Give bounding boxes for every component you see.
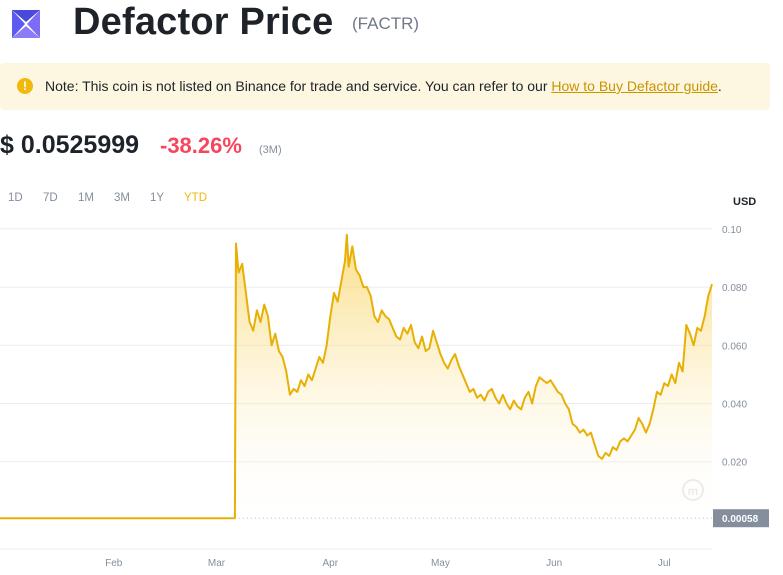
y-tick-label: 0.10 (722, 225, 742, 236)
svg-text:m: m (688, 484, 699, 498)
x-tick-label: Apr (323, 558, 339, 569)
x-tick-label: Mar (208, 558, 226, 569)
notice-text: Note: This coin is not listed on Binance… (45, 78, 722, 94)
range-1y-button[interactable]: 1Y (150, 192, 165, 204)
x-tick-label: May (431, 558, 450, 569)
current-price-tag-label: 0.00058 (722, 514, 759, 525)
current-price: $ 0.0525999 (0, 131, 140, 159)
coin-symbol: (FACTR) (352, 14, 420, 33)
header: Defactor Price (FACTR) (0, 0, 783, 56)
range-1m-button[interactable]: 1M (78, 192, 94, 204)
currency-unit: USD (733, 196, 757, 208)
y-tick-label: 0.080 (722, 283, 747, 294)
price-change: -38.26% (160, 133, 242, 158)
notice-banner: ! Note: This coin is not listed on Binan… (0, 63, 770, 110)
current-price-tag (713, 509, 769, 528)
defactor-logo-icon (12, 10, 40, 38)
watermark-icon: m (682, 479, 704, 501)
range-ytd-button[interactable]: YTD (184, 192, 207, 204)
y-tick-label: 0.040 (722, 400, 747, 411)
range-3m-button[interactable]: 3M (114, 192, 130, 204)
y-tick-label: 0.020 (722, 458, 747, 469)
x-tick-label: Jun (546, 558, 562, 569)
y-tick-label: 0.060 (722, 341, 747, 352)
page-title: Defactor Price (73, 1, 334, 43)
range-7d-button[interactable]: 7D (43, 192, 58, 204)
change-period: (3M) (259, 144, 282, 156)
x-tick-label: Jul (658, 558, 671, 569)
notice-message: Note: This coin is not listed on Binance… (45, 78, 552, 94)
range-1d-button[interactable]: 1D (8, 192, 23, 204)
price-line (0, 233, 713, 520)
notice-suffix: . (717, 78, 722, 94)
price-area (0, 234, 712, 519)
warning-icon: ! (17, 78, 33, 94)
x-tick-label: Feb (105, 558, 123, 569)
how-to-buy-link[interactable]: How to Buy Defactor guide (551, 78, 718, 94)
